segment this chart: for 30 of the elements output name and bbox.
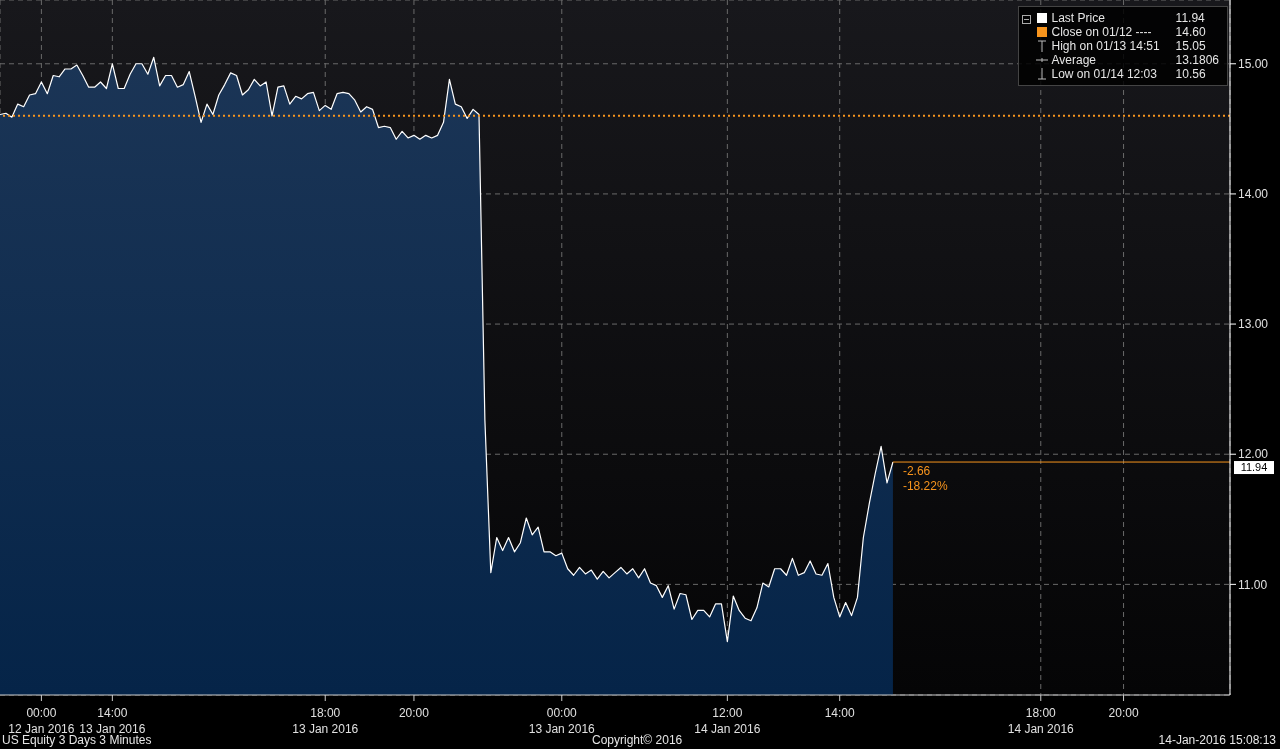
legend-label: Last Price: [1051, 11, 1106, 25]
x-tick-label: 20:00: [398, 706, 430, 720]
x-tick-label: 20:00: [1108, 706, 1139, 720]
x-tick-label: 14:00 13 Jan 2016: [79, 706, 146, 736]
text: US Equity 3 Days 3 Minutes: [2, 733, 152, 747]
annotation: Average: [1051, 53, 1097, 67]
x-tick-label: 18:00 14 Jan 2016: [1007, 706, 1075, 736]
x-tick-label: 14:00: [824, 706, 856, 720]
y-tick-label: 11.00: [1238, 577, 1268, 592]
annotation: Low on 01/14 12:03: [1051, 67, 1158, 81]
y-tick-label: 14.00: [1238, 187, 1269, 202]
x-tick-label: 00:00 12 Jan 2016: [8, 706, 75, 736]
y-tick-label: 12.00: [1238, 447, 1269, 462]
text: 14-Jan-2016 15:08:13: [1158, 733, 1276, 747]
text: Copyright© 2016: [592, 733, 683, 747]
annotation: 10.56: [1175, 67, 1207, 81]
annotation: 15.05: [1175, 39, 1207, 53]
x-tick-label: 00:00 13 Jan 2016: [528, 706, 596, 736]
y-tick-label: 15.00: [1238, 57, 1269, 72]
annotation: 13.1806: [1175, 53, 1219, 67]
y-tick-label: 13.00: [1238, 317, 1269, 332]
annotation: -2.66: [902, 464, 931, 479]
annotation: High on 01/13 14:51: [1051, 39, 1161, 53]
annotation: 11.94: [1175, 11, 1206, 25]
legend-label: Close on 01/12 ----: [1051, 25, 1153, 39]
ref-line-label: 11.94: [1240, 461, 1268, 474]
x-tick-label: 18:00 13 Jan 2016: [292, 706, 359, 736]
x-tick-label: 12:00 14 Jan 2016: [694, 706, 761, 736]
annotation: 14.60: [1175, 25, 1207, 39]
annotation: -18.22%: [902, 479, 948, 494]
